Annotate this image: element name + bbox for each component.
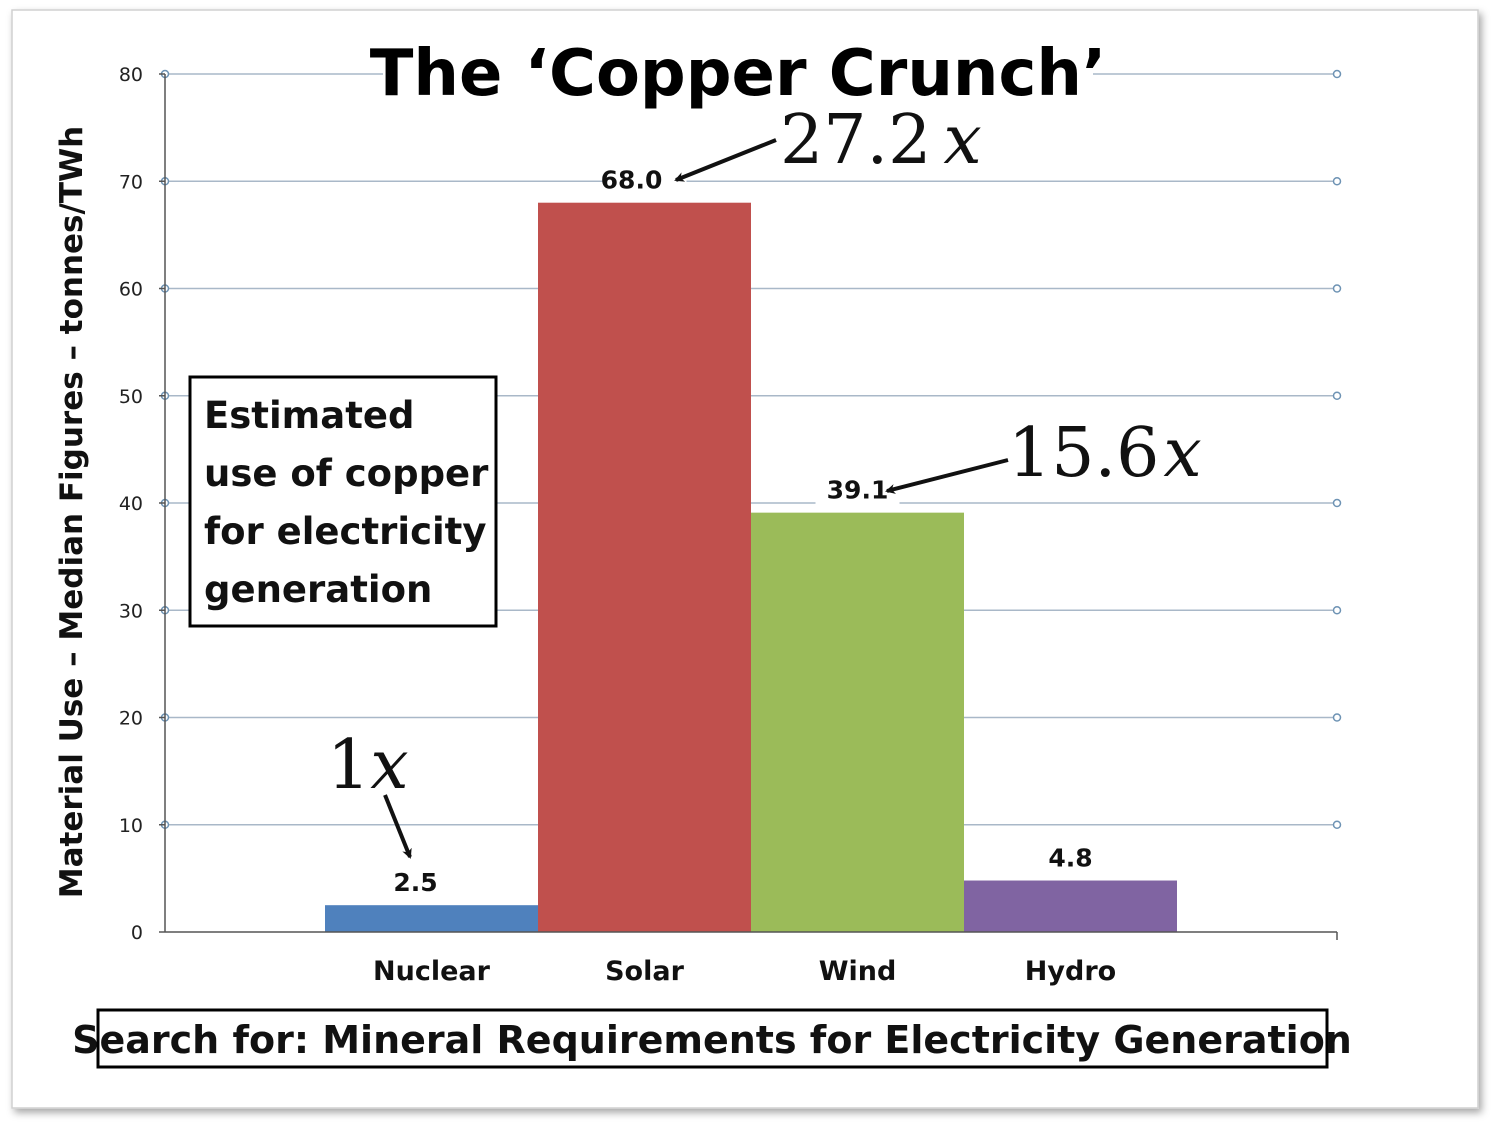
gridline-marker: [1332, 713, 1342, 722]
data-label: 2.5: [393, 868, 437, 897]
annotation-variable: x: [1163, 414, 1201, 493]
labels: 0 10 20 30 40 50 60 70 80 Nuclear 2.5 Solar 68.0 Wind…: [119, 64, 1116, 987]
y-tick-label: 30: [119, 600, 143, 622]
x-tick-label: Solar: [605, 956, 684, 987]
note-box: [188, 375, 498, 628]
svg-text:27.2x: 27.2 x: [780, 101, 982, 180]
data-label: 39.1: [827, 476, 889, 505]
annotation-number: 1: [327, 726, 370, 805]
x-tick-label: Hydro: [1025, 956, 1116, 987]
value-label-background: [602, 164, 687, 195]
chart-title: The ‘Copper Crunch’: [370, 37, 1107, 111]
value-label-background: [389, 867, 474, 898]
x-tick-label: Wind: [819, 956, 897, 987]
gridline-marker: [1332, 177, 1342, 186]
data-label: 68.0: [601, 166, 663, 195]
gridline-marker: [1332, 820, 1342, 829]
bar-nuclear: [325, 905, 538, 932]
bar-wind: [751, 512, 964, 932]
y-tick-label: 20: [119, 708, 143, 730]
value-label-background: [1028, 842, 1113, 873]
gridline-marker: [1332, 284, 1342, 293]
x-tick-label: Nuclear: [373, 956, 491, 987]
note-line: use of copper: [204, 452, 489, 495]
annotation-number: 27.2: [780, 101, 931, 180]
annotation-arrow: [885, 458, 1009, 494]
note-line: generation: [204, 568, 432, 611]
bars: [325, 202, 1177, 932]
bar-solar: [538, 202, 751, 932]
gridline-marker: [1332, 498, 1342, 508]
annotation-arrow: [674, 138, 777, 182]
y-tick-label: 50: [119, 386, 143, 408]
note-line: Estimated: [204, 394, 414, 437]
annotation-solar: 27.2 x: [674, 101, 982, 182]
y-tick-label: 80: [119, 64, 143, 86]
annotation-arrow: [383, 794, 412, 859]
annotation-nuclear: 1x: [327, 726, 412, 859]
gridline-marker: [1332, 69, 1342, 79]
y-tick-label: 0: [131, 922, 143, 944]
note-line: for electricity: [204, 510, 487, 553]
y-tick-label: 60: [119, 279, 143, 301]
annotation-variable: x: [370, 726, 408, 805]
annotation-variable: x: [943, 101, 981, 180]
gridline-marker: [1332, 391, 1342, 400]
annotation-number: 15.6: [1008, 414, 1159, 493]
y-tick-label: 40: [119, 493, 143, 515]
gridline-marker: [1332, 606, 1342, 615]
svg-text:15.6x: 15.6x: [1008, 414, 1202, 493]
annotation-wind: 15.6x: [885, 414, 1202, 494]
footer-search-text: Search for: Mineral Requirements for Ele…: [72, 1018, 1352, 1062]
y-axis-label: Material Use – Median Figures – tonnes/T…: [54, 126, 90, 898]
y-tick-label: 70: [119, 171, 143, 193]
data-label: 4.8: [1048, 844, 1092, 873]
title-background: [383, 35, 1093, 110]
y-tick-label: 10: [119, 815, 143, 837]
axes: [159, 73, 1338, 940]
footer-box: [96, 1008, 1329, 1069]
bar-hydro: [964, 880, 1177, 932]
svg-text:1x: 1x: [327, 726, 409, 805]
